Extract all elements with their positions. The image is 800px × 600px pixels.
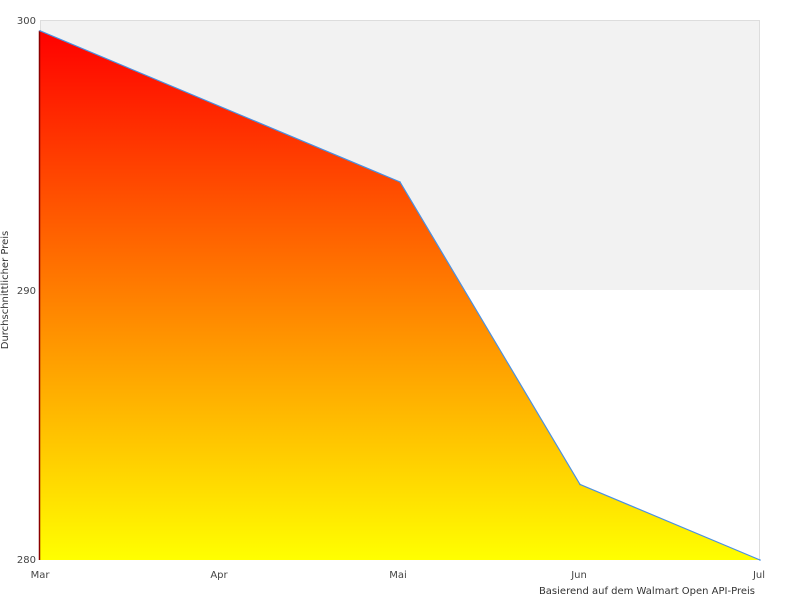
- y-tick-290: 290: [17, 286, 36, 297]
- x-tick-mai: Mai: [389, 570, 407, 581]
- x-tick-jul: Jul: [752, 570, 765, 581]
- area-fill: [40, 30, 760, 561]
- y-axis-label: Durchschnittlicher Preis: [0, 231, 11, 350]
- y-tick-300: 300: [17, 16, 36, 27]
- data-point-jun[interactable]: [579, 483, 581, 486]
- chart-caption: Basierend auf dem Walmart Open API-Preis: [539, 586, 755, 597]
- x-tick-mar: Mar: [31, 570, 51, 581]
- data-point-mai[interactable]: [399, 181, 401, 183]
- y-tick-280: 280: [17, 555, 36, 566]
- x-tick-apr: Apr: [210, 570, 228, 581]
- x-tick-jun: Jun: [570, 570, 587, 581]
- data-point-jul[interactable]: [759, 559, 761, 561]
- series-line: [39, 30, 761, 561]
- data-point-mar[interactable]: [39, 30, 41, 32]
